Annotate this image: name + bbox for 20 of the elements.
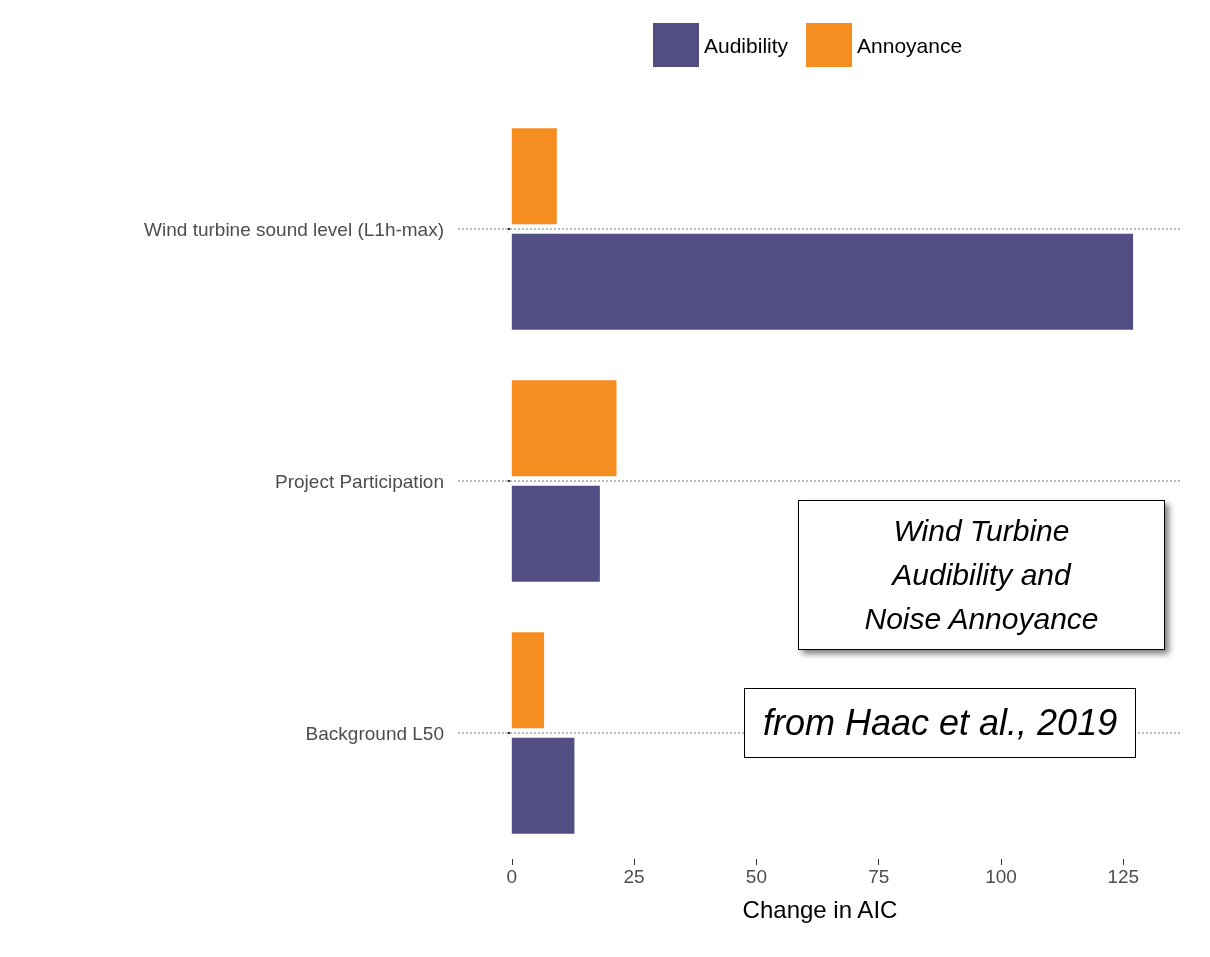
- bar: [511, 485, 600, 582]
- caption-box: Wind Turbine Audibility and Noise Annoyance: [798, 500, 1165, 650]
- bar: [511, 233, 1134, 330]
- bar: [511, 128, 557, 225]
- legend-label: Audibility: [704, 33, 789, 57]
- x-tick-label: 0: [506, 866, 518, 887]
- x-tick-label: 25: [623, 866, 645, 887]
- bar: [511, 632, 545, 729]
- y-tick-label: Background L50: [305, 722, 444, 744]
- x-axis-title: Change in AIC: [742, 895, 898, 923]
- bar: [511, 380, 617, 477]
- y-tick-label: Project Participation: [275, 470, 444, 492]
- caption-box: from Haac et al., 2019: [744, 688, 1137, 758]
- x-tick-label: 125: [1107, 866, 1140, 887]
- x-tick-label: 100: [985, 866, 1017, 887]
- x-tick-label: 75: [868, 866, 890, 887]
- x-tick-label: 50: [745, 866, 767, 887]
- y-tick-label: Wind turbine sound level (L1h-max): [144, 218, 444, 240]
- legend-label: Annoyance: [857, 33, 963, 57]
- bar: [511, 737, 575, 834]
